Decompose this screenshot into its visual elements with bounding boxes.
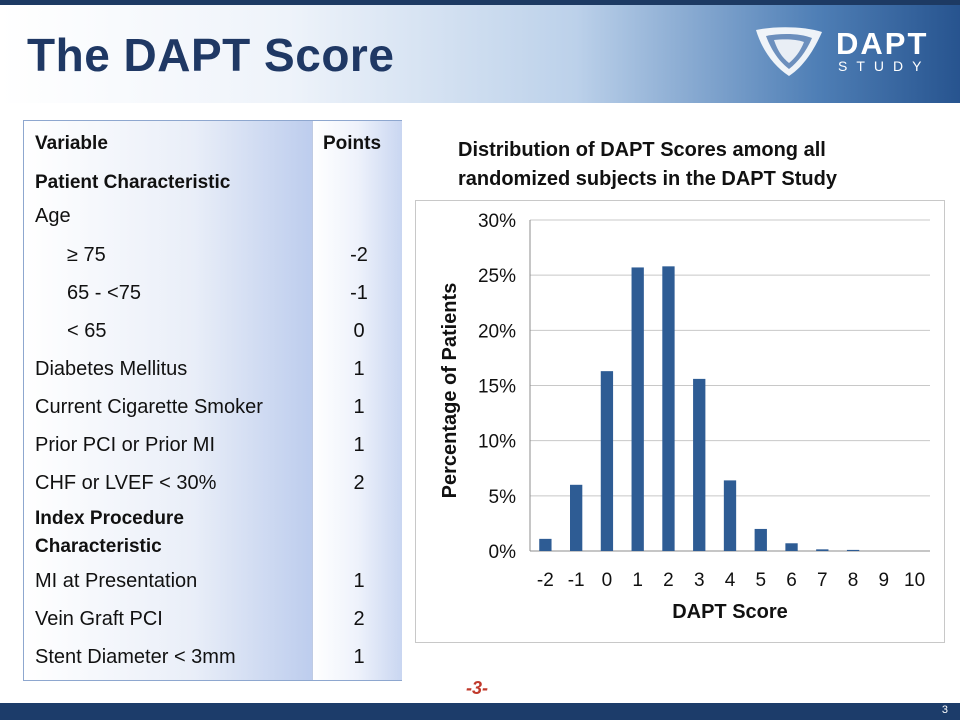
section-patient-characteristic: Patient Characteristic <box>35 172 231 193</box>
dapt-score-table <box>23 120 402 681</box>
header-variable: Variable <box>35 133 108 154</box>
row-label-mi-presentation: MI at Presentation <box>35 570 198 592</box>
logo-mark-icon <box>756 27 822 76</box>
row-points-vein-graft: 2 <box>353 608 365 630</box>
header-points: Points <box>323 133 382 154</box>
chart-title-line1: Distribution of DAPT Scores among all <box>458 139 826 161</box>
row-points-smoker: 1 <box>353 396 365 418</box>
dapt-study-logo <box>756 27 822 76</box>
row-label-vein-graft: Vein Graft PCI <box>35 608 163 630</box>
row-label-age: Age <box>35 205 71 227</box>
section-index-procedure: Index Procedure <box>35 508 184 529</box>
section-characteristic: Characteristic <box>35 536 162 557</box>
row-points-prior-pci: 1 <box>353 434 365 456</box>
row-points-age-75-plus: -2 <box>350 244 368 266</box>
row-label-prior-pci: Prior PCI or Prior MI <box>35 434 216 456</box>
chart-title: Distribution of DAPT Scores among all ra… <box>458 136 837 194</box>
page-mark: -3- <box>466 678 488 698</box>
row-points-stent-diameter: 1 <box>353 646 365 668</box>
row-points-mi-presentation: 1 <box>353 570 365 592</box>
row-label-age-65-75: 65 - <75 <box>67 282 141 304</box>
row-label-age-75-plus: ≥ 75 <box>67 244 106 266</box>
row-points-age-under-65: 0 <box>353 320 365 342</box>
row-label-stent-diameter: Stent Diameter < 3mm <box>35 646 236 668</box>
row-points-diabetes: 1 <box>353 358 365 380</box>
logo-text-primary: DAPT <box>836 26 929 61</box>
chart-title-line2: randomized subjects in the DAPT Study <box>458 168 837 190</box>
row-label-chf: CHF or LVEF < 30% <box>35 472 217 494</box>
row-label-diabetes: Diabetes Mellitus <box>35 358 188 380</box>
row-label-smoker: Current Cigarette Smoker <box>35 396 263 418</box>
row-label-age-under-65: < 65 <box>67 320 107 342</box>
row-points-chf: 2 <box>353 472 365 494</box>
footer-bar <box>0 703 960 720</box>
points-column <box>312 121 402 680</box>
chart-frame <box>415 200 945 643</box>
slide-title: The DAPT Score <box>27 29 395 81</box>
logo-text-secondary: STUDY <box>838 58 931 74</box>
page-number: 3 <box>941 704 948 716</box>
row-points-age-65-75: -1 <box>350 282 368 304</box>
